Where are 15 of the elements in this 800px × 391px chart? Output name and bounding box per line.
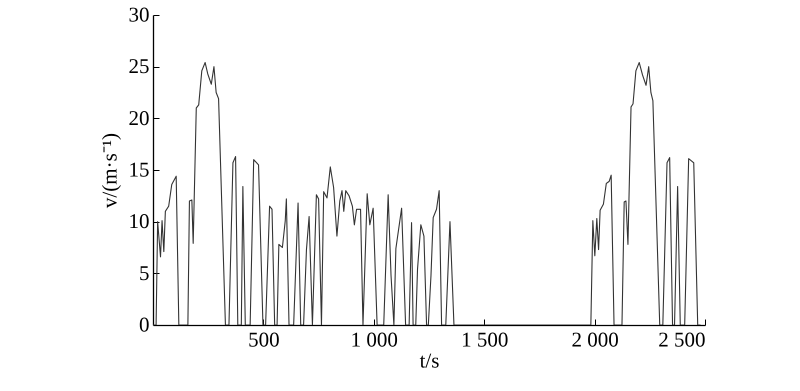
- y-tick-label: 5: [139, 260, 150, 285]
- x-tick-label: 2 000: [571, 328, 619, 352]
- y-tick-label: 25: [128, 54, 150, 78]
- y-tick-label: 15: [128, 158, 150, 182]
- x-tick-label: 500: [248, 328, 280, 352]
- y-axis-title: v/(m·s⁻¹): [98, 132, 122, 208]
- x-tick-label: 2 500: [658, 328, 706, 352]
- x-tick-label: 1 000: [350, 328, 398, 352]
- x-axis-title: t/s: [420, 348, 440, 372]
- y-tick-label: 0: [139, 312, 150, 336]
- x-tick-label: 1 500: [461, 328, 508, 352]
- y-tick-label: 10: [128, 209, 150, 234]
- y-tick-label: 30: [128, 2, 150, 26]
- line-series: [153, 62, 702, 325]
- y-tick-label: 20: [128, 106, 150, 130]
